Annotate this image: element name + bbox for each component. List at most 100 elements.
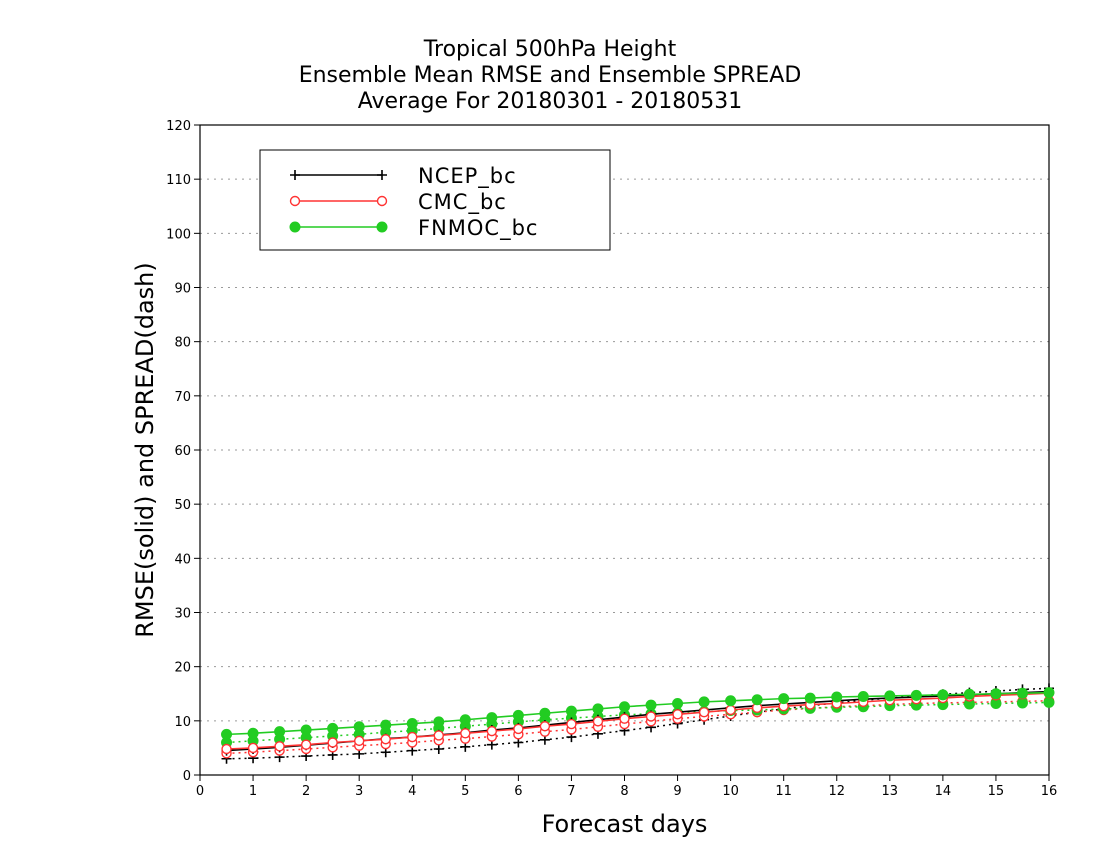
rmse-point-fnmoc-bc [1043, 687, 1055, 699]
rmse-point-cmc-bc [380, 734, 391, 745]
y-tick-label: 110 [166, 173, 191, 188]
rmse-point-cmc-bc [698, 706, 710, 718]
rmse-point-fnmoc-bc [831, 691, 843, 703]
rmse-point-fnmoc-bc [221, 728, 233, 740]
rmse-point-fnmoc-bc [725, 695, 737, 707]
rmse-point-cmc-bc [486, 725, 498, 737]
rmse-point-cmc-bc [221, 743, 232, 755]
rmse-point-cmc-bc [247, 742, 259, 754]
y-tick-label: 70 [174, 390, 191, 405]
x-tick-label: 13 [882, 784, 899, 799]
rmse-point-fnmoc-bc [857, 690, 869, 702]
x-tick-label: 8 [620, 784, 628, 799]
y-tick-label: 60 [174, 444, 191, 459]
x-tick-label: 3 [355, 784, 363, 799]
rmse-point-fnmoc-bc [884, 690, 896, 702]
rmse-point-fnmoc-bc [645, 699, 657, 711]
x-tick-label: 4 [408, 784, 416, 799]
y-tick-label: 40 [174, 552, 191, 567]
x-tick-label: 11 [775, 784, 792, 799]
rmse-point-fnmoc-bc [592, 703, 604, 715]
rmse-line-cmc-bc [226, 692, 1050, 750]
rmse-point-fnmoc-bc [698, 696, 710, 708]
legend-marker-cmc-bc [289, 195, 301, 207]
y-tick-label: 10 [174, 715, 191, 730]
rmse-point-cmc-bc [645, 711, 657, 722]
rmse-point-fnmoc-bc [247, 727, 259, 739]
y-tick-label: 50 [174, 498, 191, 513]
rmse-point-cmc-bc [327, 737, 338, 748]
x-tick-label: 12 [828, 784, 845, 799]
rmse-point-cmc-bc [274, 741, 285, 752]
rmse-point-fnmoc-bc [486, 712, 498, 724]
y-tick-label: 80 [174, 336, 191, 351]
rmse-point-fnmoc-bc [751, 694, 763, 706]
x-axis-label: Forecast days [541, 810, 708, 838]
rmse-point-fnmoc-bc [963, 688, 975, 700]
rmse-point-cmc-bc [725, 704, 736, 716]
spread-line-fnmoc-bc [226, 701, 1050, 744]
y-tick-label: 120 [166, 119, 191, 134]
x-tick-label: 16 [1041, 784, 1058, 799]
rmse-point-cmc-bc [592, 716, 604, 727]
y-tick-label: 0 [183, 769, 191, 784]
chart-title-line-1: Tropical 500hPa Height [423, 37, 677, 62]
x-tick-label: 1 [249, 784, 257, 799]
rmse-point-fnmoc-bc [300, 724, 312, 736]
x-tick-label: 7 [567, 784, 575, 799]
rmse-point-fnmoc-bc [804, 692, 816, 704]
legend-marker-fnmoc-bc [376, 221, 388, 233]
legend-label-fnmoc-bc: FNMOC_bc [418, 216, 538, 241]
rmse-point-cmc-bc [672, 709, 683, 720]
rmse-point-cmc-bc [566, 718, 577, 730]
rmse-point-fnmoc-bc [565, 705, 577, 717]
rmse-point-cmc-bc [353, 735, 365, 747]
rmse-point-cmc-bc [300, 739, 312, 750]
rmse-point-fnmoc-bc [380, 719, 392, 731]
y-tick-label: 30 [174, 607, 191, 622]
x-tick-label: 6 [514, 784, 522, 799]
legend-marker-ncep-bc [290, 170, 300, 180]
rmse-point-cmc-bc [619, 713, 630, 724]
y-tick-label: 20 [174, 661, 191, 676]
rmse-point-cmc-bc [460, 728, 471, 739]
rmse-point-fnmoc-bc [274, 726, 286, 738]
legend-label-cmc-bc: CMC_bc [418, 190, 507, 215]
rmse-point-fnmoc-bc [672, 698, 684, 709]
rmse-point-fnmoc-bc [512, 709, 524, 721]
x-tick-label: 2 [302, 784, 310, 799]
rmse-point-fnmoc-bc [327, 722, 339, 734]
rmse-point-fnmoc-bc [619, 701, 630, 713]
rmse-point-cmc-bc [539, 721, 551, 732]
legend-marker-ncep-bc [377, 170, 387, 180]
x-tick-label: 15 [988, 784, 1005, 799]
rmse-point-fnmoc-bc [778, 693, 790, 705]
rmse-point-fnmoc-bc [910, 689, 922, 701]
legend-marker-fnmoc-bc [289, 221, 301, 233]
rmse-point-fnmoc-bc [990, 688, 1002, 700]
chart-title-line-3: Average For 20180301 - 20180531 [357, 89, 743, 114]
rmse-point-fnmoc-bc [539, 707, 551, 719]
rmse-point-cmc-bc [407, 731, 418, 743]
legend-label-ncep-bc: NCEP_bc [418, 164, 517, 189]
y-tick-label: 90 [174, 282, 191, 297]
rmse-point-fnmoc-bc [937, 689, 949, 701]
rmse-point-cmc-bc [433, 730, 444, 741]
y-axis-label: RMSE(solid) and SPREAD(dash) [131, 262, 159, 638]
spread-point-fnmoc-bc [1043, 696, 1055, 708]
legend-marker-cmc-bc [376, 195, 388, 207]
rmse-point-fnmoc-bc [406, 718, 418, 730]
legend-box [259, 149, 611, 251]
chart-title-line-2: Ensemble Mean RMSE and Ensemble SPREAD [298, 63, 802, 88]
rmse-point-fnmoc-bc [353, 721, 365, 733]
x-tick-label: 0 [196, 784, 204, 799]
spread-point-ncep-bc [433, 744, 444, 754]
x-tick-label: 14 [935, 784, 952, 799]
rmse-point-fnmoc-bc [433, 716, 445, 728]
rmse-point-fnmoc-bc [459, 714, 471, 726]
y-tick-label: 100 [166, 227, 191, 242]
rmse-point-cmc-bc [513, 723, 524, 735]
rmse-point-fnmoc-bc [1016, 687, 1028, 699]
x-tick-label: 10 [722, 784, 739, 799]
